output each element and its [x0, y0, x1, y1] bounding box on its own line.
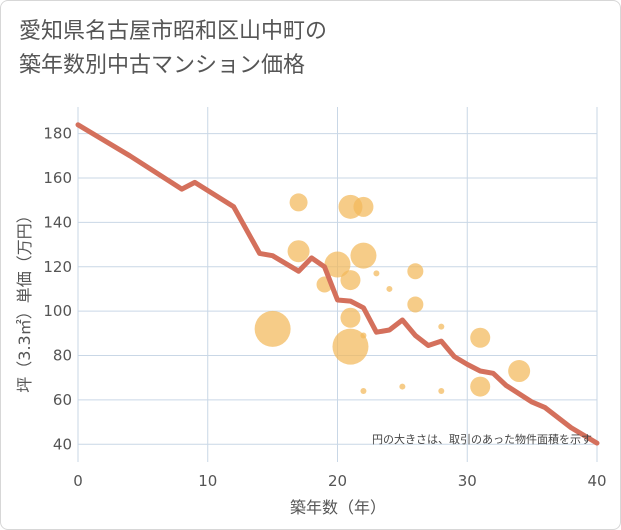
y-tick-label: 100	[43, 302, 72, 320]
x-tick-label: 30	[458, 472, 477, 490]
bubble-point	[289, 193, 308, 212]
bubble-point	[438, 388, 445, 394]
y-tick-label: 160	[43, 169, 72, 187]
x-tick-label: 20	[328, 472, 347, 490]
bubble-size-note: 円の大きさは、取引のあった物件面積を示す	[372, 432, 592, 446]
chart-title-line-2: 築年数別中古マンション価格	[19, 53, 306, 78]
bubble-point	[360, 332, 367, 339]
bubble-point	[350, 242, 377, 269]
bubble-series	[254, 193, 531, 397]
bubble-point	[407, 263, 424, 280]
y-tick-label: 140	[43, 213, 72, 231]
x-tick-label: 10	[198, 472, 217, 490]
bubble-point	[353, 196, 374, 217]
y-tick-label: 80	[53, 347, 72, 365]
axis-ticks: 0 10 20 30 40 40 60 80 100 120 140 160 180	[43, 125, 606, 490]
bubble-point	[470, 327, 491, 348]
bubble-point	[332, 328, 369, 365]
y-axis-label: 坪（3.3㎡）単価（万円）	[15, 207, 34, 392]
bubble-point	[340, 270, 361, 291]
y-tick-label: 40	[53, 435, 72, 453]
grid-lines	[77, 107, 598, 462]
chart-title-line-1: 愛知県名古屋市昭和区山中町の	[19, 19, 328, 44]
bubble-point	[438, 323, 445, 330]
bubble-point	[399, 383, 406, 390]
x-tick-label: 40	[587, 472, 606, 490]
x-axis-label: 築年数（年）	[290, 498, 386, 517]
bubble-point	[373, 270, 380, 277]
bubble-point	[254, 310, 291, 347]
bubble-point	[470, 376, 491, 397]
bubble-point	[287, 240, 310, 263]
bubble-point	[324, 251, 351, 278]
y-tick-label: 120	[43, 258, 72, 276]
y-tick-label: 60	[53, 391, 72, 409]
chart-title: 愛知県名古屋市昭和区山中町の 築年数別中古マンション価格	[19, 15, 327, 83]
price-trend-line	[75, 122, 600, 446]
bubble-point	[360, 388, 367, 394]
y-tick-label: 180	[43, 125, 72, 143]
bubble-point	[340, 307, 361, 328]
bubble-point	[407, 296, 424, 313]
x-tick-label: 0	[73, 472, 83, 490]
bubble-point	[386, 285, 393, 292]
bubble-point	[508, 360, 531, 383]
